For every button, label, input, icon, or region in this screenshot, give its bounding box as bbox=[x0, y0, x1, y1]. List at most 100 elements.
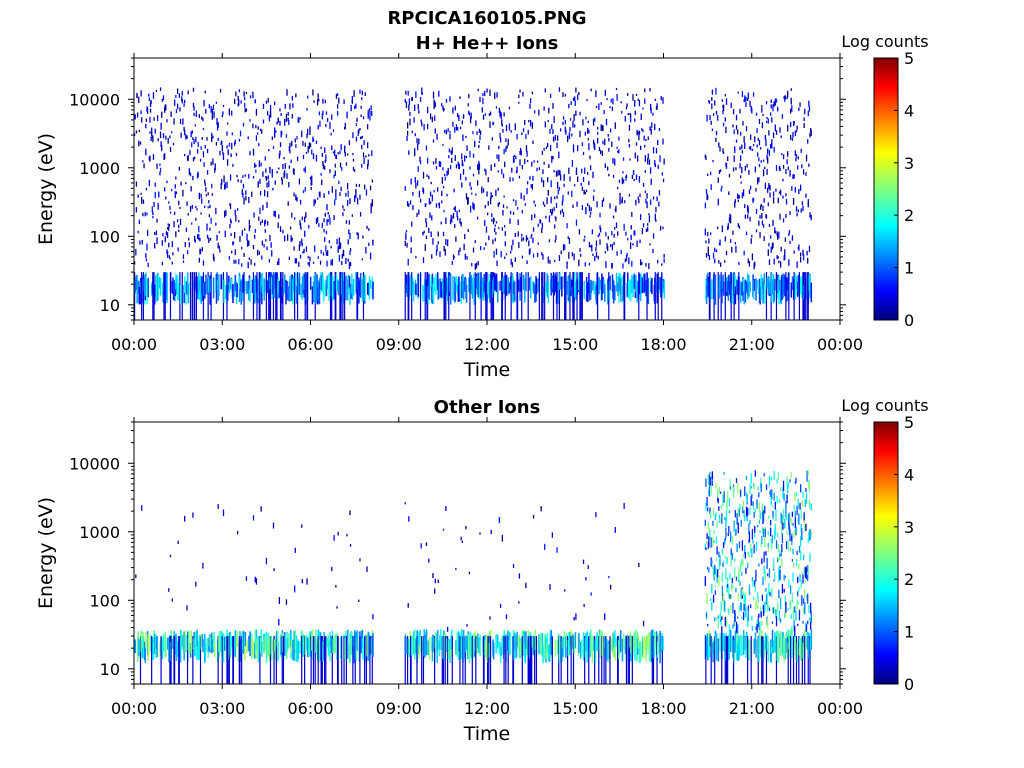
spectrogram-cell bbox=[409, 118, 411, 126]
spectrogram-cell bbox=[729, 594, 731, 599]
spectrogram-cell bbox=[268, 149, 270, 152]
spectrogram-cell bbox=[725, 126, 727, 134]
spectrogram-cell bbox=[774, 571, 776, 582]
spectrogram-cell bbox=[236, 630, 238, 647]
spectrogram-cell bbox=[616, 251, 618, 256]
spectrogram-cell bbox=[581, 142, 584, 147]
spectrogram-cell bbox=[771, 607, 774, 613]
spectrogram-cell bbox=[715, 130, 718, 136]
spectrogram-cell bbox=[140, 90, 142, 97]
spectrogram-cell bbox=[544, 88, 546, 93]
spectrogram-cell bbox=[193, 139, 195, 145]
spectrogram-cell bbox=[715, 137, 717, 142]
spectrogram-cell bbox=[722, 104, 725, 112]
spectrogram-cell bbox=[772, 196, 775, 204]
spectrogram-cell bbox=[737, 199, 739, 203]
spectrogram-cell bbox=[547, 143, 549, 148]
spectrogram-cell bbox=[589, 165, 592, 171]
spectrogram-cell bbox=[362, 116, 365, 120]
spectrogram-cell bbox=[324, 99, 326, 104]
spectrogram-cell bbox=[192, 272, 194, 320]
spectrogram-cell bbox=[476, 216, 479, 220]
spectrogram-cell bbox=[777, 197, 779, 204]
spectrogram-cell bbox=[739, 155, 742, 161]
spectrogram-cell bbox=[149, 634, 152, 652]
spectrogram-cell bbox=[648, 159, 651, 165]
spectrogram-cell bbox=[609, 275, 611, 291]
spectrogram-cell bbox=[234, 139, 236, 144]
spectrogram-cell bbox=[626, 103, 628, 107]
y-tick-label: 100 bbox=[89, 591, 120, 610]
spectrogram-cell bbox=[291, 140, 293, 147]
spectrogram-cell bbox=[184, 242, 186, 248]
spectrogram-cell bbox=[368, 632, 370, 656]
spectrogram-cell bbox=[574, 632, 577, 649]
spectrogram-cell bbox=[785, 501, 787, 508]
spectrogram-cell bbox=[574, 272, 576, 297]
spectrogram-cell bbox=[735, 529, 737, 536]
spectrogram-cell bbox=[488, 235, 490, 241]
spectrogram-cell bbox=[333, 281, 335, 300]
spectrogram-cell bbox=[634, 152, 636, 159]
spectrogram-cell bbox=[424, 244, 426, 251]
spectrogram-cell bbox=[652, 147, 655, 154]
spectrogram-cell bbox=[788, 579, 790, 588]
spectrogram-cell bbox=[752, 501, 754, 507]
spectrogram-cell bbox=[538, 109, 540, 116]
spectrogram-cell bbox=[361, 258, 363, 261]
spectrogram-cell bbox=[164, 106, 166, 113]
spectrogram-cell bbox=[324, 159, 326, 163]
spectrogram-cell bbox=[632, 243, 634, 246]
spectrogram-cell bbox=[610, 98, 612, 103]
spectrogram-cell bbox=[485, 272, 487, 320]
spectrogram-cell bbox=[802, 205, 804, 211]
spectrogram-cell bbox=[661, 172, 664, 176]
spectrogram-cell bbox=[412, 631, 415, 655]
spectrogram-cell bbox=[594, 143, 596, 151]
spectrogram-cell bbox=[760, 611, 762, 618]
spectrogram-cell bbox=[178, 224, 180, 228]
spectrogram-cell bbox=[649, 632, 651, 660]
spectrogram-cell bbox=[348, 229, 350, 235]
spectrogram-cell bbox=[810, 282, 813, 303]
spectrogram-cell bbox=[582, 559, 585, 564]
spectrogram-cell bbox=[422, 285, 424, 302]
spectrogram-cell bbox=[264, 229, 266, 233]
spectrogram-cell bbox=[774, 609, 776, 614]
spectrogram-cell bbox=[608, 138, 610, 142]
spectrogram-cell bbox=[612, 215, 615, 219]
spectrogram-cell bbox=[810, 611, 812, 624]
spectrogram-cell bbox=[642, 182, 645, 187]
spectrogram-cell bbox=[225, 210, 227, 216]
spectrogram-cell bbox=[197, 171, 199, 178]
spectrogram-cell bbox=[479, 130, 482, 135]
spectrogram-cell bbox=[801, 528, 803, 538]
spectrogram-cell bbox=[166, 232, 169, 238]
x-tick-label: 21:00 bbox=[729, 699, 775, 718]
spectrogram-cell bbox=[739, 634, 742, 649]
spectrogram-cell bbox=[227, 149, 229, 156]
spectrogram-cell bbox=[728, 608, 730, 615]
spectrogram-cell bbox=[441, 636, 443, 684]
spectrogram-cell bbox=[167, 223, 169, 226]
spectrogram-cell bbox=[321, 222, 323, 229]
spectrogram-cell bbox=[337, 245, 339, 253]
spectrogram-cell bbox=[434, 128, 436, 134]
spectrogram-cell bbox=[192, 137, 194, 140]
spectrogram-cell bbox=[648, 215, 651, 223]
spectrogram-cell bbox=[527, 159, 529, 163]
spectrogram-cell bbox=[649, 199, 652, 205]
spectrogram-cell bbox=[410, 178, 412, 185]
spectrogram-cell bbox=[602, 125, 604, 132]
spectrogram-cell bbox=[434, 115, 436, 121]
spectrogram-cell bbox=[793, 504, 795, 511]
spectrogram-cell bbox=[707, 507, 709, 512]
spectrogram-cell bbox=[293, 246, 295, 251]
spectrogram-cell bbox=[208, 214, 211, 218]
spectrogram-cell bbox=[433, 189, 435, 193]
spectrogram-cell bbox=[368, 108, 371, 111]
spectrogram-cell bbox=[590, 592, 592, 596]
spectrogram-cell bbox=[259, 191, 262, 196]
spectrogram-cell bbox=[809, 621, 812, 630]
spectrogram-cell bbox=[720, 504, 722, 510]
